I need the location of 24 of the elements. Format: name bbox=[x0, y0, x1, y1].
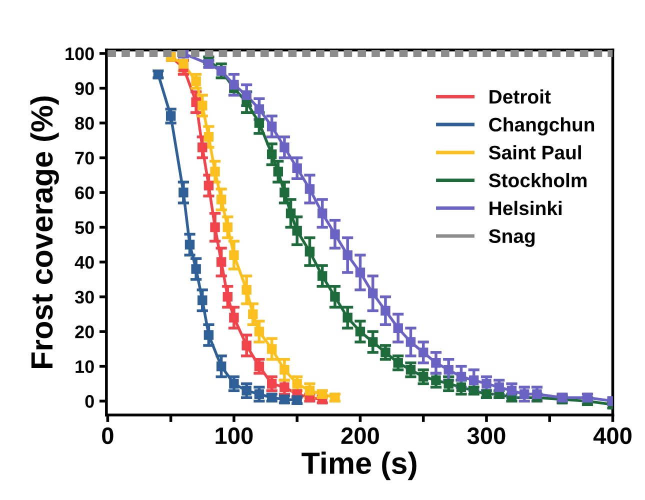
y-tick-label: 40 bbox=[74, 256, 94, 269]
x-axis-title: Time (s) bbox=[302, 452, 416, 480]
legend-label: Detroit bbox=[490, 89, 551, 104]
x-tick-label: 0 bbox=[102, 427, 114, 444]
x-tick-label: 200 bbox=[341, 427, 379, 444]
legend-label: Saint Paul bbox=[488, 145, 581, 160]
legend-label: Changchun bbox=[489, 117, 594, 136]
y-tick-label: 0 bbox=[85, 395, 94, 408]
x-tick-label: 100 bbox=[216, 427, 253, 444]
y-tick-label: 70 bbox=[75, 152, 94, 164]
y-tick-label: 50 bbox=[75, 221, 94, 234]
y-tick-label: 20 bbox=[75, 326, 94, 338]
y-axis-title: Frost coverage (%) bbox=[30, 96, 59, 368]
y-tick-label: 90 bbox=[75, 82, 94, 95]
y-tick-label: 10 bbox=[76, 360, 94, 374]
legend-label: Snag bbox=[488, 229, 535, 247]
x-tick-label: 300 bbox=[467, 427, 506, 444]
legend-label: Stockholm bbox=[488, 173, 587, 188]
x-tick-label: 400 bbox=[593, 427, 632, 444]
y-tick-label: 80 bbox=[75, 116, 94, 130]
y-tick-label: 30 bbox=[74, 290, 94, 304]
y-tick-label: 60 bbox=[75, 186, 94, 200]
y-tick-label: 100 bbox=[66, 47, 94, 60]
legend-label: Helsinki bbox=[490, 200, 562, 216]
